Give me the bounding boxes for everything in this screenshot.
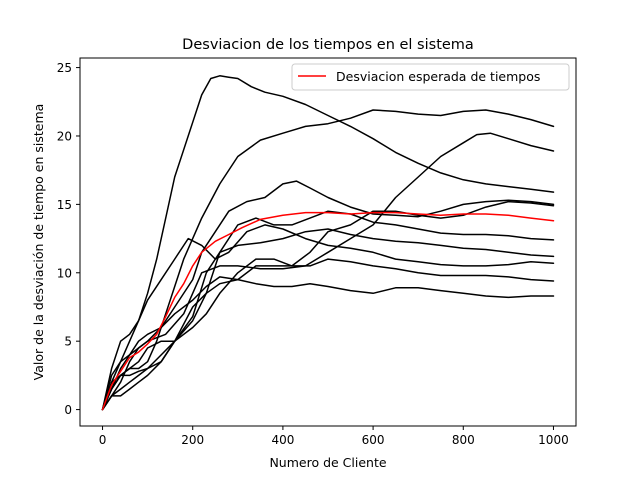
x-tick-label: 400 xyxy=(271,433,294,447)
chart-title: Desviacion de los tiempos en el sistema xyxy=(182,37,474,53)
y-tick-label: 5 xyxy=(64,335,72,349)
x-tick-label: 600 xyxy=(362,433,385,447)
plot-series xyxy=(101,75,555,411)
y-axis-label: Valor de la desviación de tiempo en sist… xyxy=(31,104,46,381)
y-tick-label: 10 xyxy=(57,266,72,280)
simulation-line-2 xyxy=(101,109,555,411)
simulation-line-6 xyxy=(101,278,555,411)
legend-label-expected: Desviacion esperada de tiempos xyxy=(336,69,540,84)
expected-deviation-line xyxy=(101,211,555,411)
simulation-line-1 xyxy=(101,75,555,411)
x-tick-label: 0 xyxy=(99,433,107,447)
x-tick-label: 200 xyxy=(181,433,204,447)
x-axis-label: Numero de Cliente xyxy=(269,455,386,470)
legend: Desviacion esperada de tiempos xyxy=(291,63,570,91)
simulation-line-7 xyxy=(101,258,555,411)
simulation-line-5 xyxy=(101,224,555,411)
simulation-line-10 xyxy=(101,210,555,411)
y-axis-ticks: 0 5 10 15 20 25 xyxy=(57,61,80,417)
plot-area-frame xyxy=(79,57,577,427)
simulation-line-4 xyxy=(101,180,555,411)
x-tick-label: 1000 xyxy=(538,433,569,447)
y-tick-label: 15 xyxy=(57,198,72,212)
x-axis-ticks: 0 200 400 600 800 1000 xyxy=(99,426,569,447)
simulation-line-9 xyxy=(101,200,555,411)
x-tick-label: 800 xyxy=(452,433,475,447)
legend-box xyxy=(291,63,570,91)
y-tick-label: 0 xyxy=(64,403,72,417)
simulation-line-8 xyxy=(101,228,555,411)
y-tick-label: 25 xyxy=(57,61,72,75)
y-tick-label: 20 xyxy=(57,129,72,143)
